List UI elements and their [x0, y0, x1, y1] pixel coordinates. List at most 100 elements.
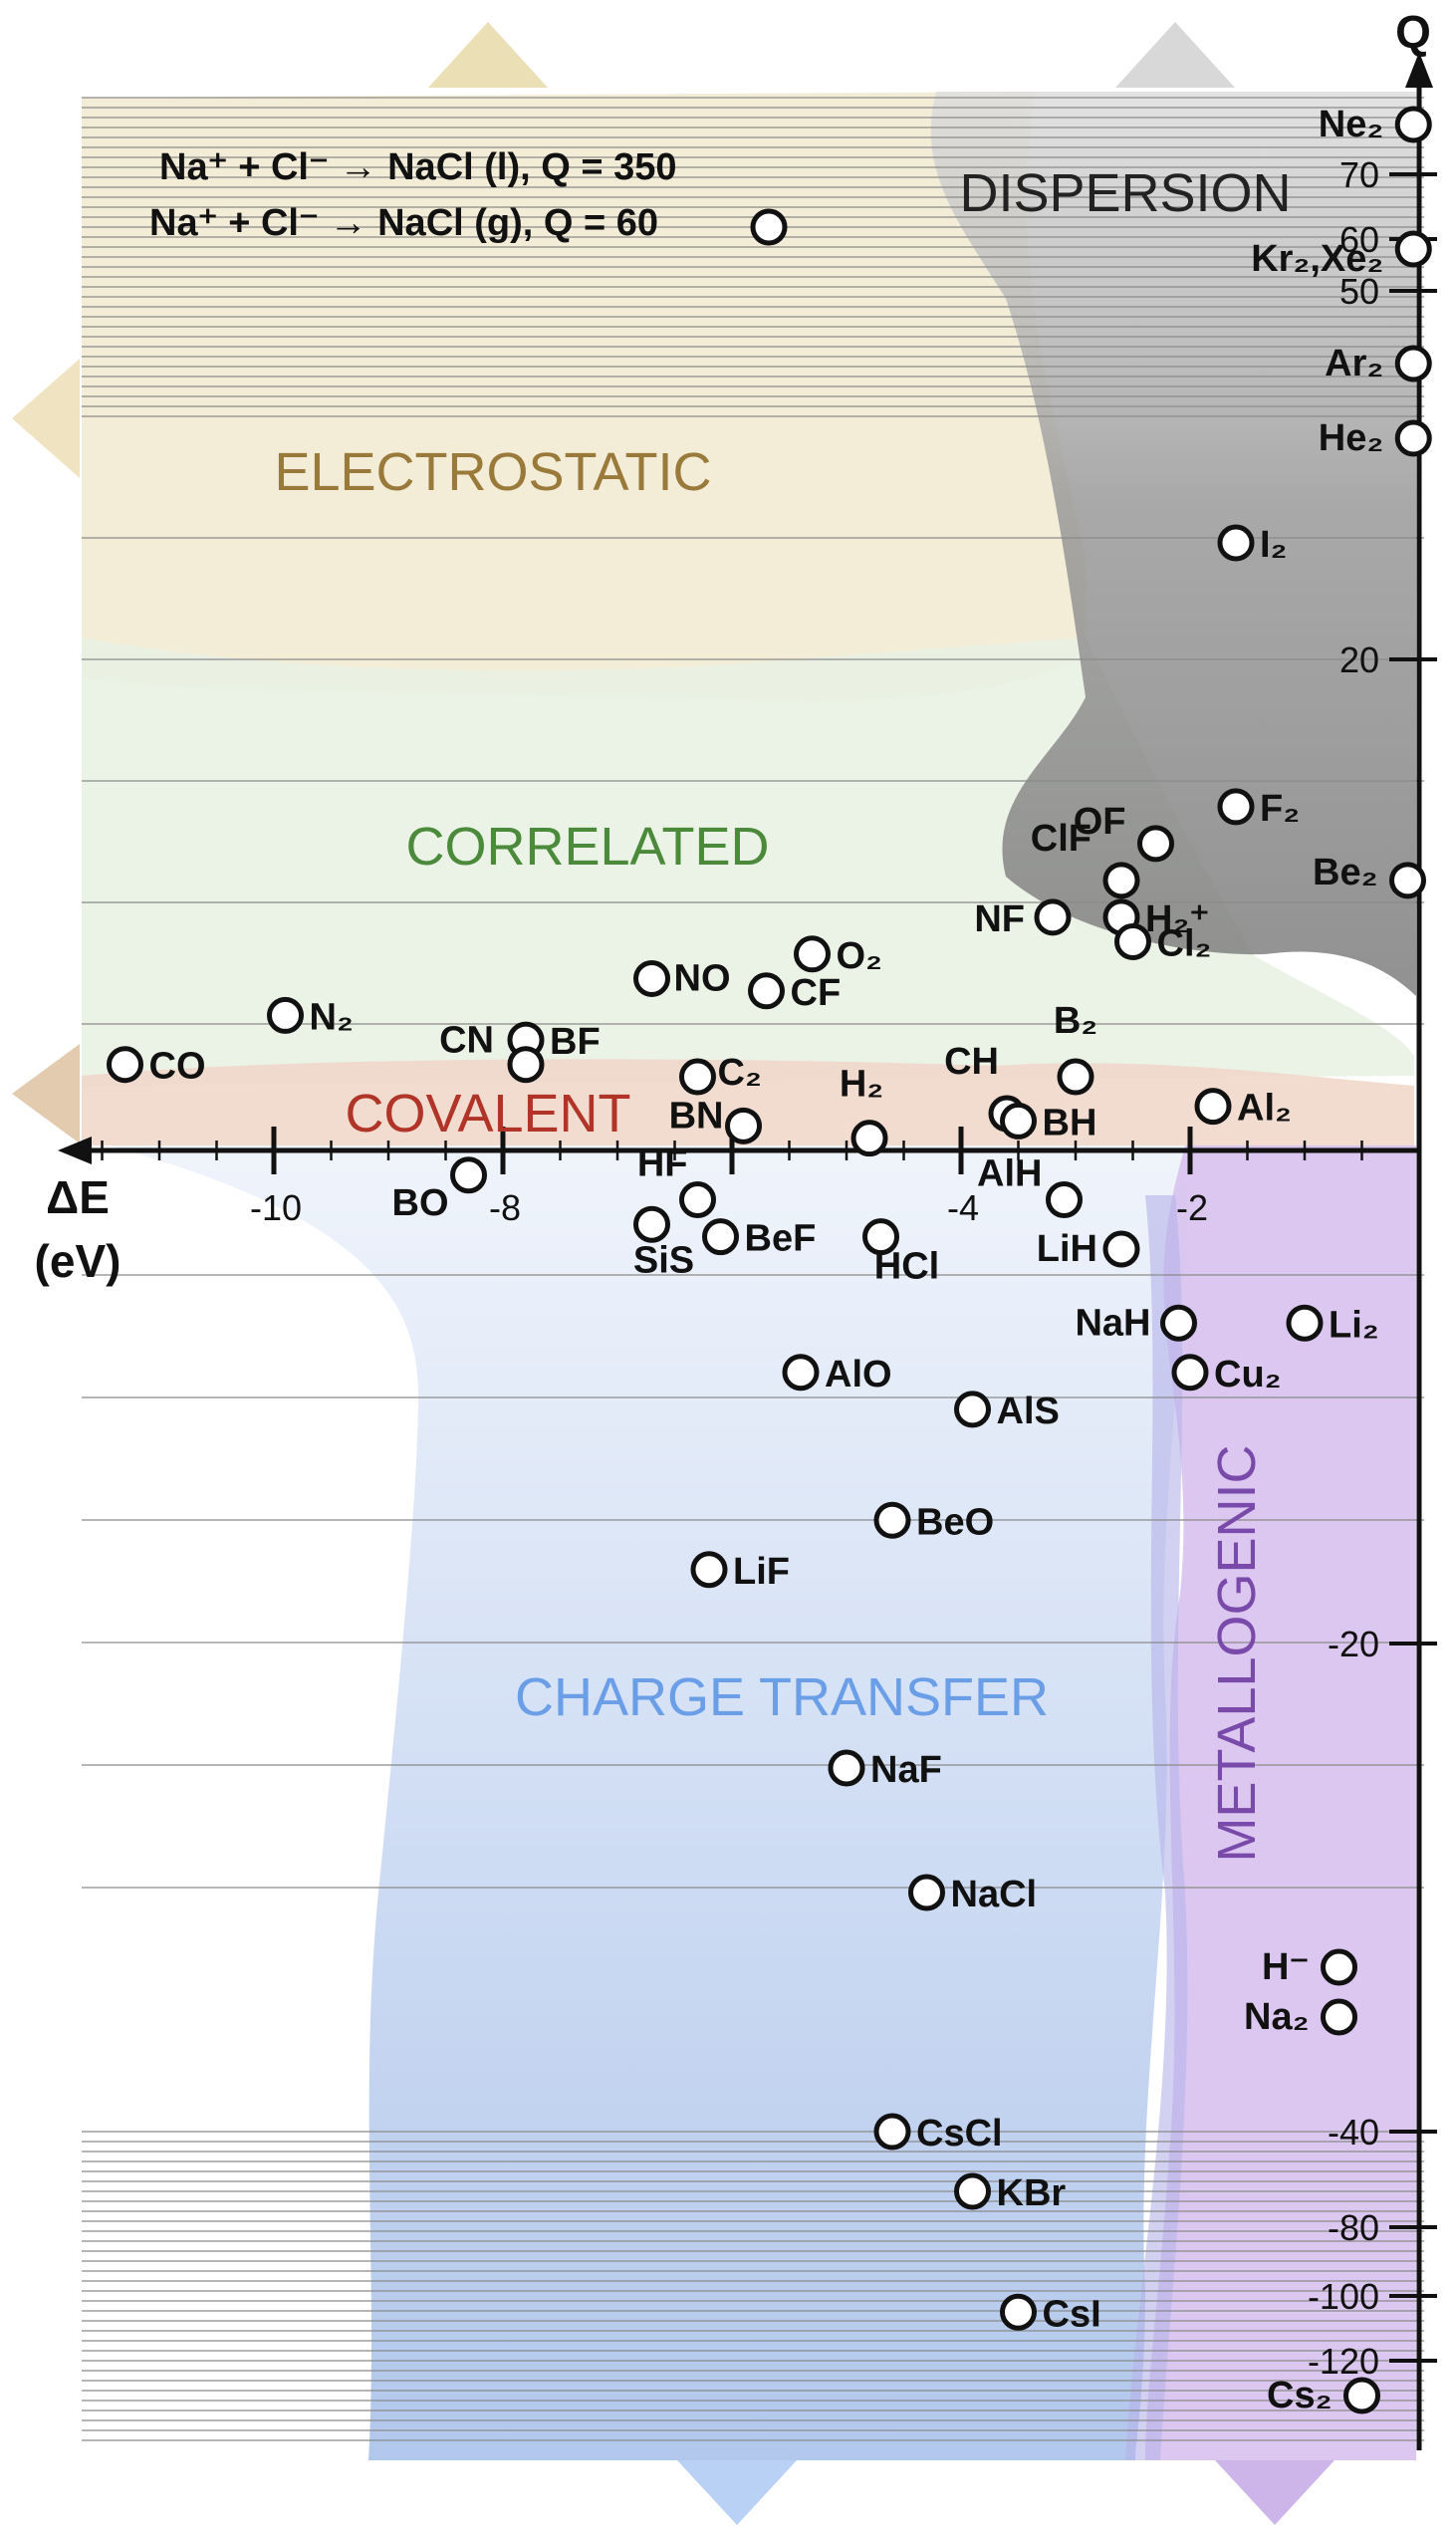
x-axis-title: ΔE (eV)	[35, 1171, 121, 1287]
data-point	[850, 1120, 888, 1157]
data-point-label: BH	[1043, 1102, 1097, 1143]
data-point	[702, 1218, 739, 1256]
region-arrow-markers	[12, 22, 1335, 2525]
data-point-label: F₂	[1260, 788, 1300, 830]
data-point	[725, 1107, 762, 1144]
data-point-label: LiH	[1037, 1228, 1097, 1270]
data-point	[633, 1205, 670, 1243]
data-point	[507, 1046, 545, 1084]
data-point-label: HCl	[874, 1246, 939, 1288]
svg-text:(eV): (eV)	[35, 1235, 121, 1287]
electrostatic-left-arrow-icon	[12, 359, 80, 478]
data-point-label: H₂	[840, 1064, 883, 1106]
data-point	[450, 1156, 487, 1194]
data-point	[1321, 1998, 1357, 2036]
y-tick-label: 50	[1339, 271, 1379, 312]
data-point-label: CF	[791, 972, 842, 1014]
data-point	[1046, 1181, 1083, 1218]
data-point	[862, 1218, 899, 1256]
data-point-label: SiS	[633, 1239, 694, 1281]
data-point-label: ClF	[1031, 818, 1092, 860]
data-point	[1137, 825, 1174, 863]
data-point-label: H⁻	[1262, 1946, 1310, 1988]
data-point-label: CH	[944, 1041, 999, 1083]
data-point-label: NaCl	[951, 1874, 1038, 1915]
data-point-label: B₂	[1054, 1000, 1097, 1042]
data-point	[1394, 106, 1432, 143]
data-point	[107, 1046, 143, 1084]
data-point	[1321, 1948, 1357, 1986]
y-axis-title: Q	[1395, 6, 1431, 58]
charge-transfer-edge	[1125, 1195, 1188, 2460]
data-point-label: LiF	[733, 1551, 790, 1593]
data-point	[1102, 1230, 1140, 1268]
data-point	[679, 1058, 716, 1096]
data-point	[782, 1354, 820, 1392]
data-point	[1000, 1102, 1037, 1140]
x-tick-label: -2	[1176, 1187, 1208, 1228]
data-point	[1194, 1088, 1232, 1126]
annotation-marker	[750, 208, 788, 246]
data-point	[1286, 1304, 1324, 1342]
y-axis-ticks: 70 60 50 20 -20 -40 -80 -100 -120	[1308, 154, 1437, 2382]
y-tick-label: -120	[1308, 2341, 1379, 2382]
data-point	[1057, 1058, 1094, 1096]
data-point-label: CsI	[1043, 2293, 1101, 2335]
data-point	[633, 959, 670, 997]
data-point-label: CO	[149, 1046, 206, 1088]
data-point-label: OF	[1074, 801, 1126, 843]
annotation-nacl-liquid: Na⁺ + Cl⁻ → NaCl (l), Q = 350	[159, 146, 677, 188]
data-point-label: Kr₂,Xe₂	[1251, 238, 1383, 280]
data-point-label: BO	[392, 1182, 449, 1224]
y-tick-label: -100	[1308, 2276, 1379, 2317]
data-point	[1394, 230, 1432, 268]
region-label-correlated: CORRELATED	[405, 817, 769, 877]
data-point-label: BeF	[745, 1218, 817, 1260]
x-axis-arrow-icon	[58, 1137, 92, 1164]
data-point-label: Ar₂	[1325, 343, 1383, 384]
data-point	[908, 1874, 945, 1911]
data-point-label: Cl₂	[1157, 922, 1212, 964]
data-point-label: Na₂	[1244, 1996, 1309, 2038]
data-point	[1217, 788, 1255, 826]
data-point	[267, 996, 304, 1034]
data-point-label: NF	[974, 898, 1025, 940]
data-point-label: AlH	[977, 1153, 1042, 1195]
region-label-electrostatic: ELECTROSTATIC	[274, 442, 711, 502]
data-point	[1034, 898, 1072, 936]
data-point-label: BN	[669, 1095, 724, 1137]
data-point-label: Cu₂	[1214, 1354, 1282, 1395]
data-point-label: Ne₂	[1319, 104, 1383, 145]
data-point	[748, 972, 785, 1010]
data-point	[873, 1501, 911, 1539]
data-point	[1217, 524, 1255, 562]
data-point-label: Cs₂	[1267, 2375, 1332, 2416]
data-point-label: Li₂	[1329, 1304, 1379, 1346]
y-axis-arrow-icon	[1405, 52, 1433, 88]
axes	[58, 52, 1433, 2450]
data-point-label: CN	[439, 1020, 494, 1062]
electrostatic-up-arrow-icon	[428, 22, 548, 88]
y-tick-label: -80	[1328, 2207, 1379, 2248]
data-point-label: O₂	[837, 935, 882, 977]
region-label-dispersion: DISPERSION	[959, 163, 1291, 223]
data-point-label: N₂	[310, 996, 354, 1038]
x-tick-label: -8	[489, 1187, 521, 1228]
data-point-label: I₂	[1260, 524, 1287, 566]
data-point	[1171, 1354, 1209, 1392]
charge-transfer-region	[110, 1145, 1187, 2460]
data-point	[1000, 2293, 1037, 2331]
dispersion-up-arrow-icon	[1115, 22, 1235, 88]
data-point-label: AlS	[997, 1391, 1060, 1432]
data-point-label: NaH	[1075, 1302, 1150, 1344]
grid-lines	[82, 97, 1424, 2441]
data-point	[873, 2113, 911, 2151]
region-label-charge-transfer: CHARGE TRANSFER	[515, 1667, 1049, 1727]
data-point-label: KBr	[997, 2172, 1067, 2214]
y-tick-label: 20	[1339, 639, 1379, 680]
data-point-label: C₂	[718, 1052, 762, 1094]
data-point	[1394, 419, 1432, 457]
x-axis-ticks: -10 -8 -4 -2	[101, 1127, 1422, 1228]
